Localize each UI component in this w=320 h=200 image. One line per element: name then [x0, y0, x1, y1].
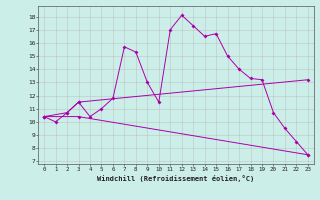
X-axis label: Windchill (Refroidissement éolien,°C): Windchill (Refroidissement éolien,°C)	[97, 175, 255, 182]
